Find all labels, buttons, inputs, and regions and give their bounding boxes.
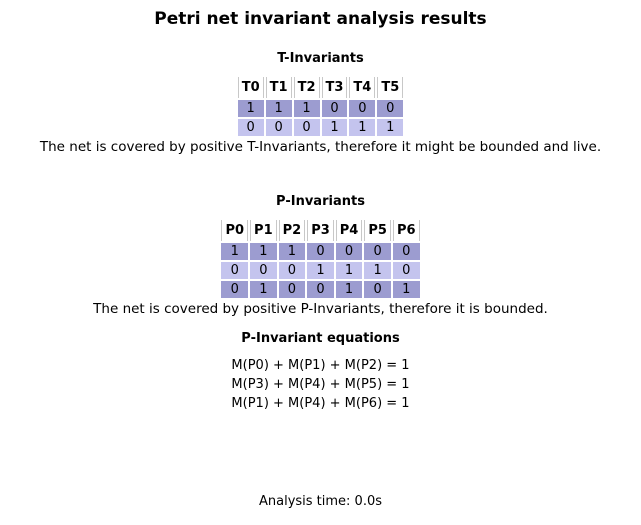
- table-cell: 0: [364, 281, 391, 298]
- column-header: T0: [237, 77, 264, 98]
- table-cell: 0: [278, 262, 306, 279]
- equation: M(P3) + M(P4) + M(P5) = 1: [231, 377, 410, 392]
- table-cell: 1: [293, 100, 320, 117]
- table-cell: 0: [237, 119, 264, 136]
- analysis-time: Analysis time: 0.0s: [258, 494, 383, 509]
- equation: M(P0) + M(P1) + M(P2) = 1: [231, 358, 410, 373]
- table-cell: 1: [237, 100, 264, 117]
- column-header: P2: [278, 220, 306, 241]
- table-row: 0 0 0 1 1 1 0: [221, 262, 420, 279]
- column-header: T2: [293, 77, 320, 98]
- table-cell: 0: [221, 281, 249, 298]
- table-row: 1 1 1 0 0 0: [237, 100, 404, 117]
- column-header: T1: [265, 77, 292, 98]
- table-cell: 1: [349, 119, 376, 136]
- table-cell: 1: [335, 281, 363, 298]
- table-cell: 0: [364, 243, 391, 260]
- column-header: P3: [307, 220, 334, 241]
- table-cell: 1: [250, 243, 277, 260]
- column-header: T5: [377, 77, 404, 98]
- t-invariants-conclusion: The net is covered by positive T-Invaria…: [39, 139, 602, 155]
- t-invariants-table: T0 T1 T2 T3 T4 T5 1 1 1 0 0 0 0 0 0 1: [236, 75, 406, 138]
- t-invariants-heading: T-Invariants: [277, 51, 364, 66]
- p-invariant-equations: M(P0) + M(P1) + M(P2) = 1 M(P3) + M(P4) …: [0, 356, 641, 413]
- p-invariant-equations-heading: P-Invariant equations: [241, 331, 400, 346]
- table-cell: 0: [377, 100, 404, 117]
- column-header: P1: [250, 220, 277, 241]
- table-cell: 0: [250, 262, 277, 279]
- table-row: 0 1 0 0 1 0 1: [221, 281, 420, 298]
- table-cell: 0: [221, 262, 249, 279]
- table-cell: 1: [221, 243, 249, 260]
- table-cell: 0: [307, 281, 334, 298]
- p-invariants-conclusion: The net is covered by positive P-Invaria…: [93, 301, 548, 317]
- table-cell: 1: [392, 281, 420, 298]
- table-cell: 0: [307, 243, 334, 260]
- p-invariants-heading: P-Invariants: [276, 194, 365, 209]
- table-cell: 0: [278, 281, 306, 298]
- table-cell: 1: [364, 262, 391, 279]
- table-cell: 1: [250, 281, 277, 298]
- table-cell: 0: [265, 119, 292, 136]
- column-header: P4: [335, 220, 363, 241]
- table-cell: 1: [265, 100, 292, 117]
- column-header: P5: [364, 220, 391, 241]
- column-header: T3: [321, 77, 348, 98]
- column-header: P6: [392, 220, 420, 241]
- column-header: P0: [221, 220, 249, 241]
- table-header-row: T0 T1 T2 T3 T4 T5: [237, 77, 404, 98]
- column-header: T4: [349, 77, 376, 98]
- table-row: 0 0 0 1 1 1: [237, 119, 404, 136]
- page-title: Petri net invariant analysis results: [154, 9, 487, 29]
- table-cell: 1: [335, 262, 363, 279]
- table-cell: 0: [392, 262, 420, 279]
- table-cell: 1: [321, 119, 348, 136]
- table-cell: 0: [335, 243, 363, 260]
- p-invariants-table: P0 P1 P2 P3 P4 P5 P6 1 1 1 0 0 0 0 0 0: [219, 218, 421, 300]
- table-cell: 1: [307, 262, 334, 279]
- table-cell: 0: [293, 119, 320, 136]
- table-cell: 1: [278, 243, 306, 260]
- table-row: 1 1 1 0 0 0 0: [221, 243, 420, 260]
- equation: M(P1) + M(P4) + M(P6) = 1: [231, 396, 410, 411]
- table-cell: 0: [321, 100, 348, 117]
- table-cell: 1: [377, 119, 404, 136]
- table-header-row: P0 P1 P2 P3 P4 P5 P6: [221, 220, 420, 241]
- table-cell: 0: [349, 100, 376, 117]
- table-cell: 0: [392, 243, 420, 260]
